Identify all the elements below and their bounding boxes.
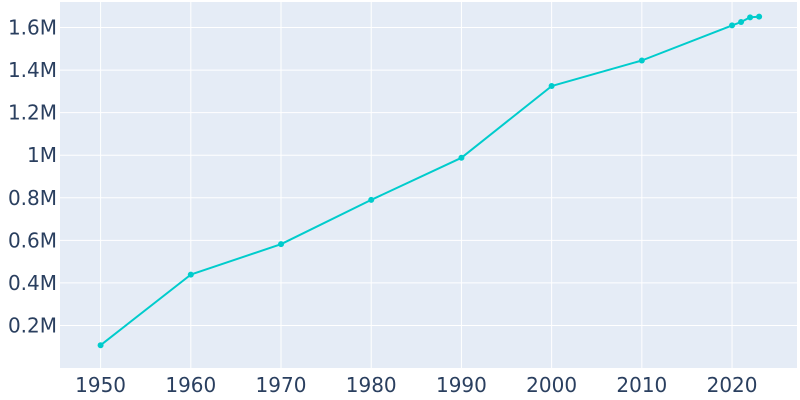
y-tick-label: 0.6M (8, 228, 57, 252)
y-gridlines (60, 27, 797, 326)
y-tick-label: 1M (27, 143, 57, 167)
x-tick-label: 1950 (75, 373, 126, 397)
x-axis-tick-labels: 1950 1960 1970 1980 1990 2000 2010 2020 (75, 373, 757, 397)
x-tick-label: 1970 (256, 373, 307, 397)
series-layer (97, 13, 763, 349)
data-point[interactable] (548, 83, 555, 90)
y-tick-label: 0.2M (8, 313, 57, 337)
data-point[interactable] (278, 241, 285, 248)
y-tick-label: 1.6M (8, 16, 57, 40)
y-tick-label: 0.4M (8, 271, 57, 295)
data-point[interactable] (747, 14, 754, 21)
x-tick-label: 2020 (707, 373, 758, 397)
y-tick-label: 0.8M (8, 186, 57, 210)
data-point[interactable] (638, 57, 645, 64)
data-point[interactable] (187, 271, 194, 278)
y-tick-label: 1.4M (8, 58, 57, 82)
y-axis-tick-labels: 0.2M 0.4M 0.6M 0.8M 1M 1.2M 1.4M 1.6M (8, 16, 57, 338)
x-tick-label: 2000 (526, 373, 577, 397)
data-point[interactable] (458, 154, 465, 161)
data-point[interactable] (368, 196, 375, 203)
plot-area (60, 2, 797, 368)
x-tick-label: 2010 (616, 373, 667, 397)
data-point[interactable] (729, 22, 736, 29)
x-tick-label: 1980 (346, 373, 397, 397)
y-tick-label: 1.2M (8, 101, 57, 125)
x-tick-label: 1960 (165, 373, 216, 397)
data-point[interactable] (97, 342, 104, 349)
data-point[interactable] (756, 13, 763, 20)
data-point[interactable] (738, 19, 745, 26)
x-tick-label: 1990 (436, 373, 487, 397)
